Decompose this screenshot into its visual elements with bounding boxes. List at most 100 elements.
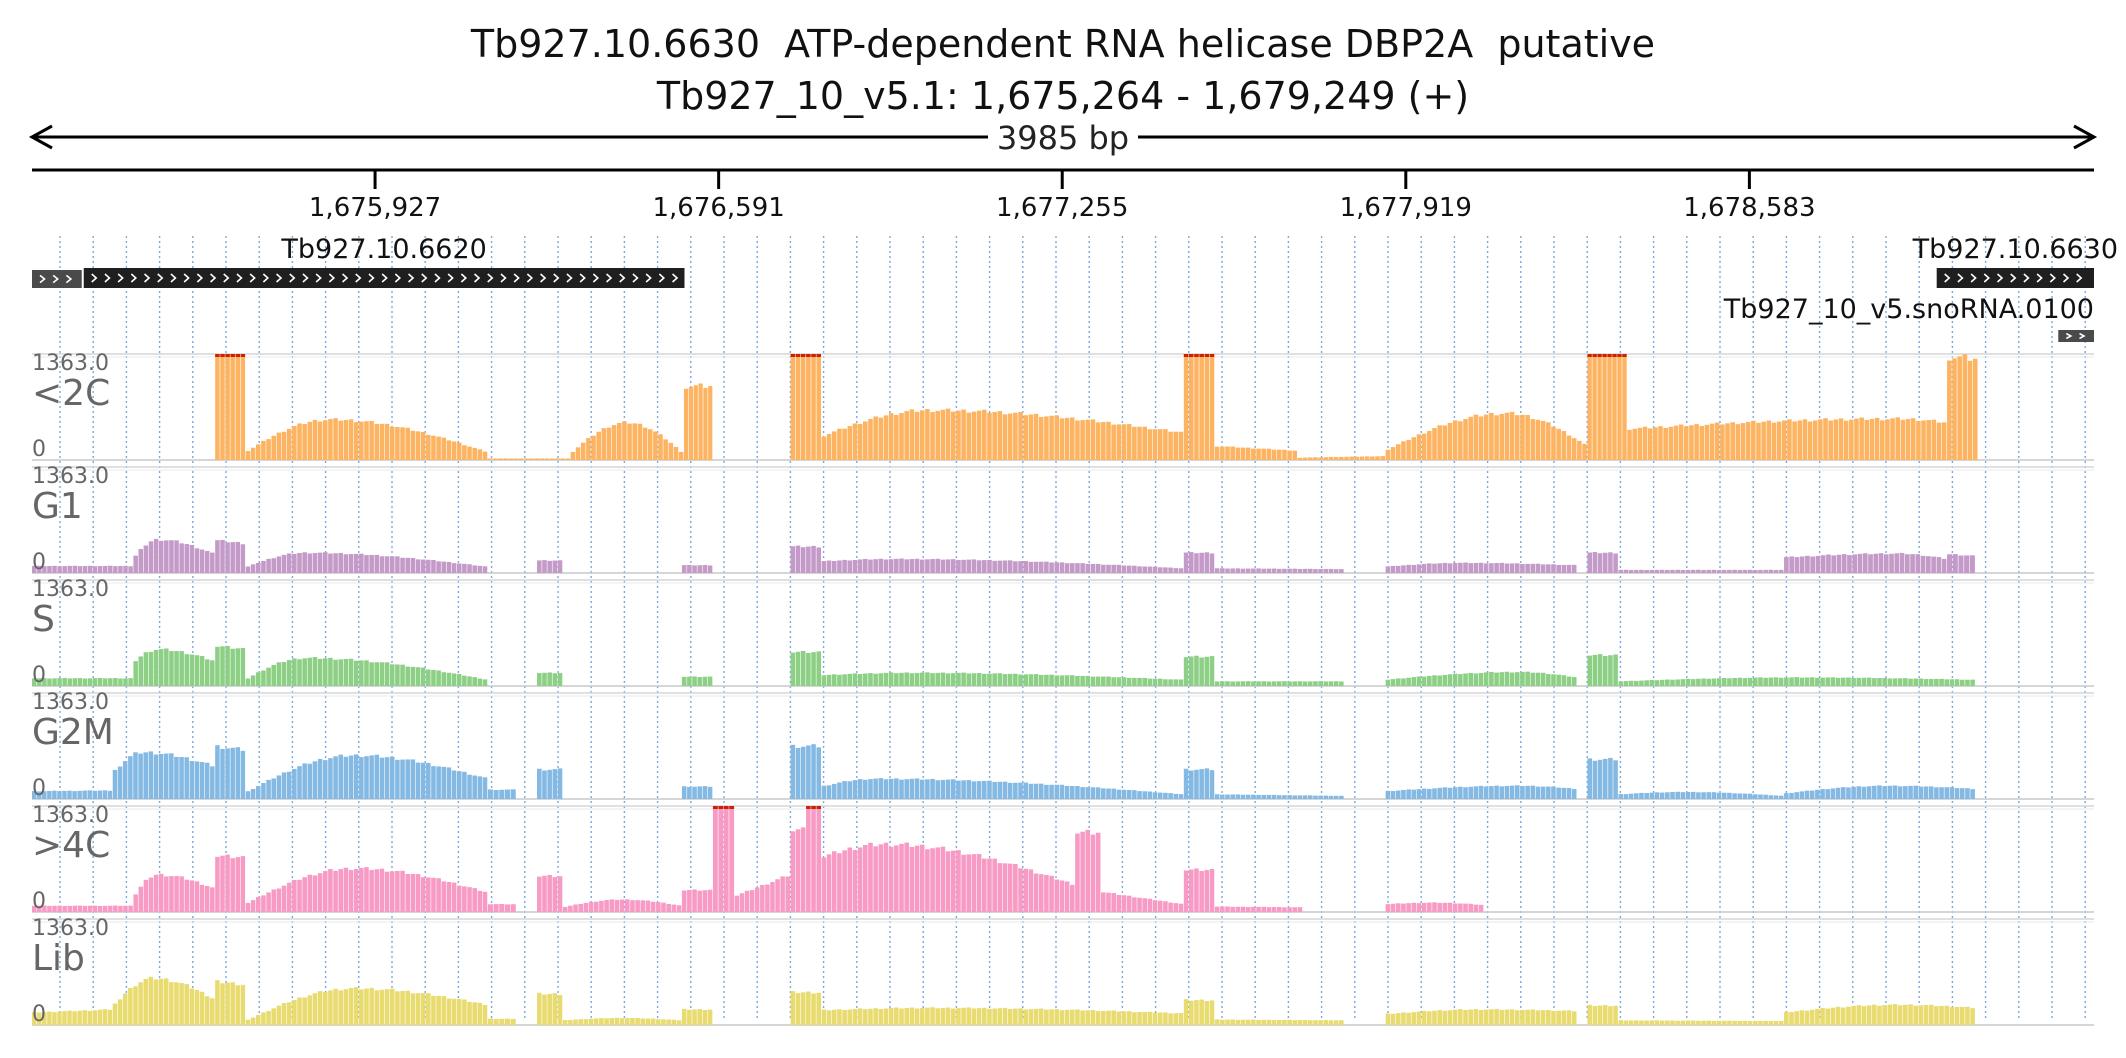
coverage-bar [1323,568,1329,573]
coverage-bar [1756,422,1761,460]
coverage-bar [1835,1006,1841,1025]
coverage-bar [1204,1001,1210,1025]
coverage-bar [395,556,400,573]
coverage-bar [1188,552,1194,573]
coverage-bar [1069,675,1075,686]
coverage-bar [328,990,333,1025]
coverage-tracks: 1363.0<2C01363.0G101363.0S01363.0G2M0136… [32,351,2094,1027]
coverage-bar [1256,795,1261,799]
coverage-bar [1147,898,1153,912]
coverage-bar [1483,1009,1489,1025]
coverage-bar [935,558,941,573]
coverage-bar [599,1018,604,1025]
coverage-bar [1209,354,1215,460]
coverage-bar [441,672,447,686]
coverage-bar [1235,681,1241,686]
coverage-bar [276,775,282,799]
coverage-bar [143,879,149,912]
coverage-bar [837,782,842,799]
coverage-bar [687,676,692,686]
coverage-bar [1668,426,1674,460]
coverage-bar [1152,900,1158,912]
coverage-bar [1209,656,1215,686]
coverage-bar [1727,1020,1732,1025]
coverage-bar [1825,677,1831,686]
coverage-bar [487,1018,493,1025]
coverage-bar [1318,1020,1323,1025]
coverage-bar [312,993,318,1025]
coverage-bar [1847,555,1852,573]
coverage-bar [1649,792,1655,799]
coverage-bar [940,1007,946,1025]
coverage-bar [1592,760,1598,799]
coverage-bar [359,989,364,1025]
coverage-bar [692,889,697,912]
coverage-bar [816,547,822,573]
coverage-bar [1633,1020,1639,1025]
coverage-bar [1706,569,1712,573]
coverage-bar [97,790,103,799]
coverage-bar [961,780,966,799]
coverage-bar [1840,677,1846,686]
coverage-bar [1782,420,1787,460]
coverage-bar [312,761,318,799]
coverage-bar [400,427,405,460]
coverage-bar [67,678,72,686]
coverage-bar [1075,786,1080,799]
coverage-bar [894,1007,899,1025]
coverage-bar [1970,679,1975,686]
coverage-bar [1551,426,1556,460]
coverage-bar [888,778,894,799]
coverage-bar [1623,681,1629,686]
coverage-bar [467,887,472,912]
coverage-bar [606,427,612,460]
coverage-bar [353,868,359,912]
coverage-bar [503,458,508,460]
coverage-bar [1747,677,1753,686]
coverage-bar [82,905,88,912]
coverage-bar [1926,420,1931,460]
coverage-bar [499,789,505,799]
coverage-bar [472,447,477,460]
coverage-bar [940,409,946,460]
coverage-bar [164,876,169,912]
coverage-bar [1903,678,1908,686]
coverage-bar [1245,447,1251,460]
coverage-bar [1023,415,1028,460]
coverage-bar [102,905,108,912]
coverage-bar [451,770,457,799]
feature-label: Tb927_10_v5.snoRNA.0100 [1723,294,2094,325]
coverage-bar [1794,1011,1799,1025]
coverage-bar [1069,417,1075,460]
coverage-bar [681,1008,687,1025]
coverage-bar [1390,447,1396,460]
coverage-bar [1458,562,1463,573]
coverage-bar [456,885,462,912]
coverage-bar [826,1010,832,1025]
clip-marker [1607,354,1612,357]
coverage-bar [1478,1010,1484,1025]
coverage-bar [1763,677,1768,686]
coverage-bar [102,1009,108,1025]
coverage-bar [415,993,421,1025]
coverage-bar [692,786,697,799]
coverage-bar [831,851,837,912]
coverage-bar [578,1019,583,1025]
coverage-bar [1401,1012,1406,1025]
clip-marker [235,354,241,357]
coverage-bar [148,541,154,573]
coverage-bar [1566,564,1572,573]
coverage-bar [599,900,604,912]
coverage-bar [935,672,941,686]
coverage-bar [1308,1020,1313,1025]
coverage-bar [1720,424,1725,460]
coverage-bar [1908,785,1913,799]
coverage-bar [1794,792,1799,799]
coverage-bar [852,559,858,573]
coverage-bar [1473,562,1479,573]
coverage-bar [1602,758,1608,799]
gene-title: Tb927.10.6630 ATP-dependent RNA helicase… [470,22,1656,66]
coverage-bar [1556,674,1561,686]
coverage-bar [462,771,467,799]
coverage-bar [1302,1019,1308,1025]
